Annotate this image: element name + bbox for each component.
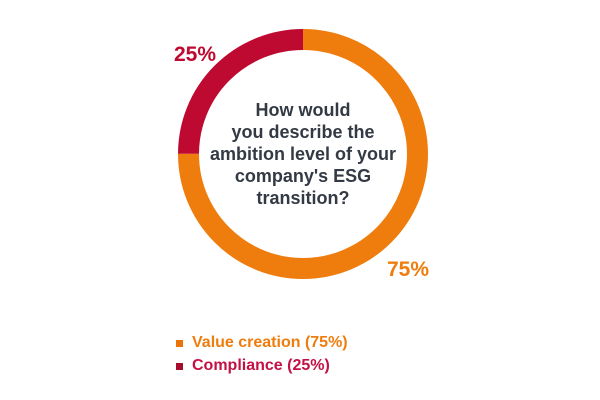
legend-swatch-square-icon [176,362,183,370]
callout-value-creation-percent: 75% [387,258,430,281]
question-line: How would [255,100,351,120]
legend: Value creation (75%) Compliance (25%) [176,335,348,381]
legend-item-value-creation: Value creation (75%) [176,335,348,351]
legend-label: Compliance (25%) [192,357,330,374]
question-line: company's ESG [234,166,372,186]
question-line: transition? [256,188,350,208]
legend-label: Value creation (75%) [192,334,348,351]
donut-svg [178,29,428,279]
center-question: How would you describe the ambition leve… [178,29,428,279]
question-line: ambition level of your [209,144,397,164]
callout-compliance-percent: 25% [174,43,217,66]
donut-segment-value-creation [178,29,428,279]
legend-swatch-square-icon [176,339,183,347]
legend-item-compliance: Compliance (25%) [176,358,348,374]
donut-chart: How would you describe the ambition leve… [178,29,428,279]
question-line: you describe the [231,122,375,142]
